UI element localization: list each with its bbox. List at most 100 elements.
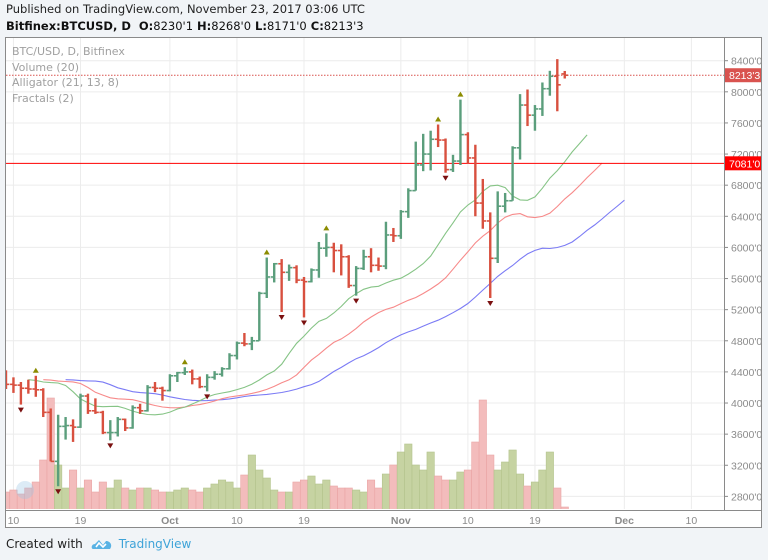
volume-bar (151, 489, 160, 509)
ohlc-bar (6, 370, 10, 390)
volume-bar (553, 487, 562, 509)
chart-frame (5, 37, 762, 528)
ohlc-bar (285, 264, 293, 281)
volume-bar (76, 487, 85, 509)
volume-bar (247, 454, 256, 509)
ohlc-bar (375, 257, 382, 271)
legend-volume[interactable]: Volume (20) (12, 60, 79, 74)
volume-bar (165, 491, 174, 509)
ohlc-bars (6, 59, 569, 487)
price-tick-label: 4400'0 (731, 367, 762, 379)
ohlc-bar (218, 367, 226, 377)
time-tick-label: Nov (391, 515, 411, 527)
fractal-down-icon (107, 443, 114, 449)
volume-bar (106, 487, 115, 509)
fractal-down-icon (353, 298, 360, 304)
symbol-label: Bitfinex:BTCUSD, D (6, 19, 131, 33)
ohlc-bar (129, 405, 137, 429)
ohlc-bar (278, 259, 286, 312)
tradingview-logo-icon (91, 540, 111, 549)
volume-bar (404, 443, 413, 509)
tradingview-link[interactable]: TradingView (118, 537, 192, 551)
ohlc-bar (382, 221, 390, 270)
ohlc-bar (106, 420, 114, 441)
price-tick-label: 4000'0 (731, 398, 762, 410)
ohlc-bar (546, 70, 554, 96)
ohlc-bar (501, 192, 509, 213)
volume-bar (396, 451, 405, 509)
fractals-indicator (17, 91, 494, 495)
ohlc-bar (397, 210, 405, 239)
volume-bar (143, 487, 152, 509)
volume-bar (463, 469, 472, 509)
ohlc-bar (434, 124, 442, 148)
volume-bar (270, 489, 279, 509)
volume-bar (39, 459, 48, 509)
price-axis-labels: 8213'3 7081'0 (725, 68, 761, 171)
horizontal-line-price-label: 7081'0 (729, 158, 760, 170)
ohlc-bar (442, 138, 449, 173)
volume-bar (456, 471, 465, 509)
fractal-down-icon (55, 489, 62, 495)
fractal-down-icon (442, 175, 449, 181)
volume-bar (516, 473, 525, 509)
ohlc-bar (352, 266, 360, 296)
volume-bar (225, 481, 234, 509)
ohlc-bar (561, 70, 569, 79)
price-lines (6, 74, 724, 164)
legend-alligator[interactable]: Alligator (21, 13, 8) (12, 76, 120, 89)
fractal-down-icon (278, 314, 285, 320)
legend-series[interactable]: BTC/USD, D, Bitfinex (12, 45, 125, 58)
published-caption: Published on TradingView.com, November 2… (6, 2, 365, 16)
volume-bar (545, 451, 554, 509)
volume-bar (203, 487, 212, 509)
ohlc-bar (539, 82, 546, 116)
ohlc-bar (92, 398, 99, 414)
ohlc-bar (203, 374, 211, 392)
volume-bar (61, 487, 70, 509)
ohlc-bar (471, 144, 479, 217)
ohlc-bar (24, 379, 32, 394)
ohlc-bar (427, 130, 435, 171)
ohlc-bar (233, 341, 241, 360)
volume-bar (530, 481, 539, 509)
fractal-down-icon (301, 320, 307, 326)
price-tick-label: 8400'0 (731, 56, 762, 68)
price-tick-label: 3200'0 (731, 460, 762, 472)
ohlc-bar (464, 132, 472, 164)
volume-bar (232, 487, 241, 509)
fractal-up-icon (32, 367, 39, 373)
volume-bar (329, 485, 338, 509)
alligator-lips-line (28, 134, 588, 416)
volume-bar (374, 487, 383, 509)
volume-bar (9, 489, 18, 509)
ohlc-bar (531, 105, 539, 131)
volume-bar (285, 491, 294, 509)
volume-bar (367, 479, 376, 509)
volume-bar (255, 469, 264, 509)
time-axis[interactable]: 10 19 Oct 10 19 Nov 10 19 Dec 10 (8, 515, 698, 527)
legend-fractals[interactable]: Fractals (2) (12, 91, 74, 105)
volume-bar (471, 441, 480, 509)
ohlc-bar (159, 386, 166, 401)
ohlc-bar (54, 414, 62, 487)
time-tick-label: 10 (231, 515, 243, 527)
footer: Created with TradingView (6, 537, 191, 551)
volume-bar (128, 489, 137, 509)
volume-bar (523, 485, 532, 509)
horizontal-line-price-label-box (725, 156, 761, 171)
ohlc-bar (151, 382, 159, 393)
volume-bar (195, 491, 204, 509)
ohlc-bar (211, 371, 218, 380)
ohlc-bar (99, 410, 107, 435)
ohlc-bar (360, 249, 367, 270)
low-label: L: (255, 19, 267, 33)
ohlc-bar (39, 388, 47, 418)
time-tick-label: 19 (75, 515, 87, 527)
volume-bar (173, 489, 182, 509)
volume-bar (322, 479, 331, 509)
ohlc-bar (62, 417, 69, 440)
ohlc-bar (337, 244, 345, 276)
ohlc-bar (10, 377, 17, 393)
